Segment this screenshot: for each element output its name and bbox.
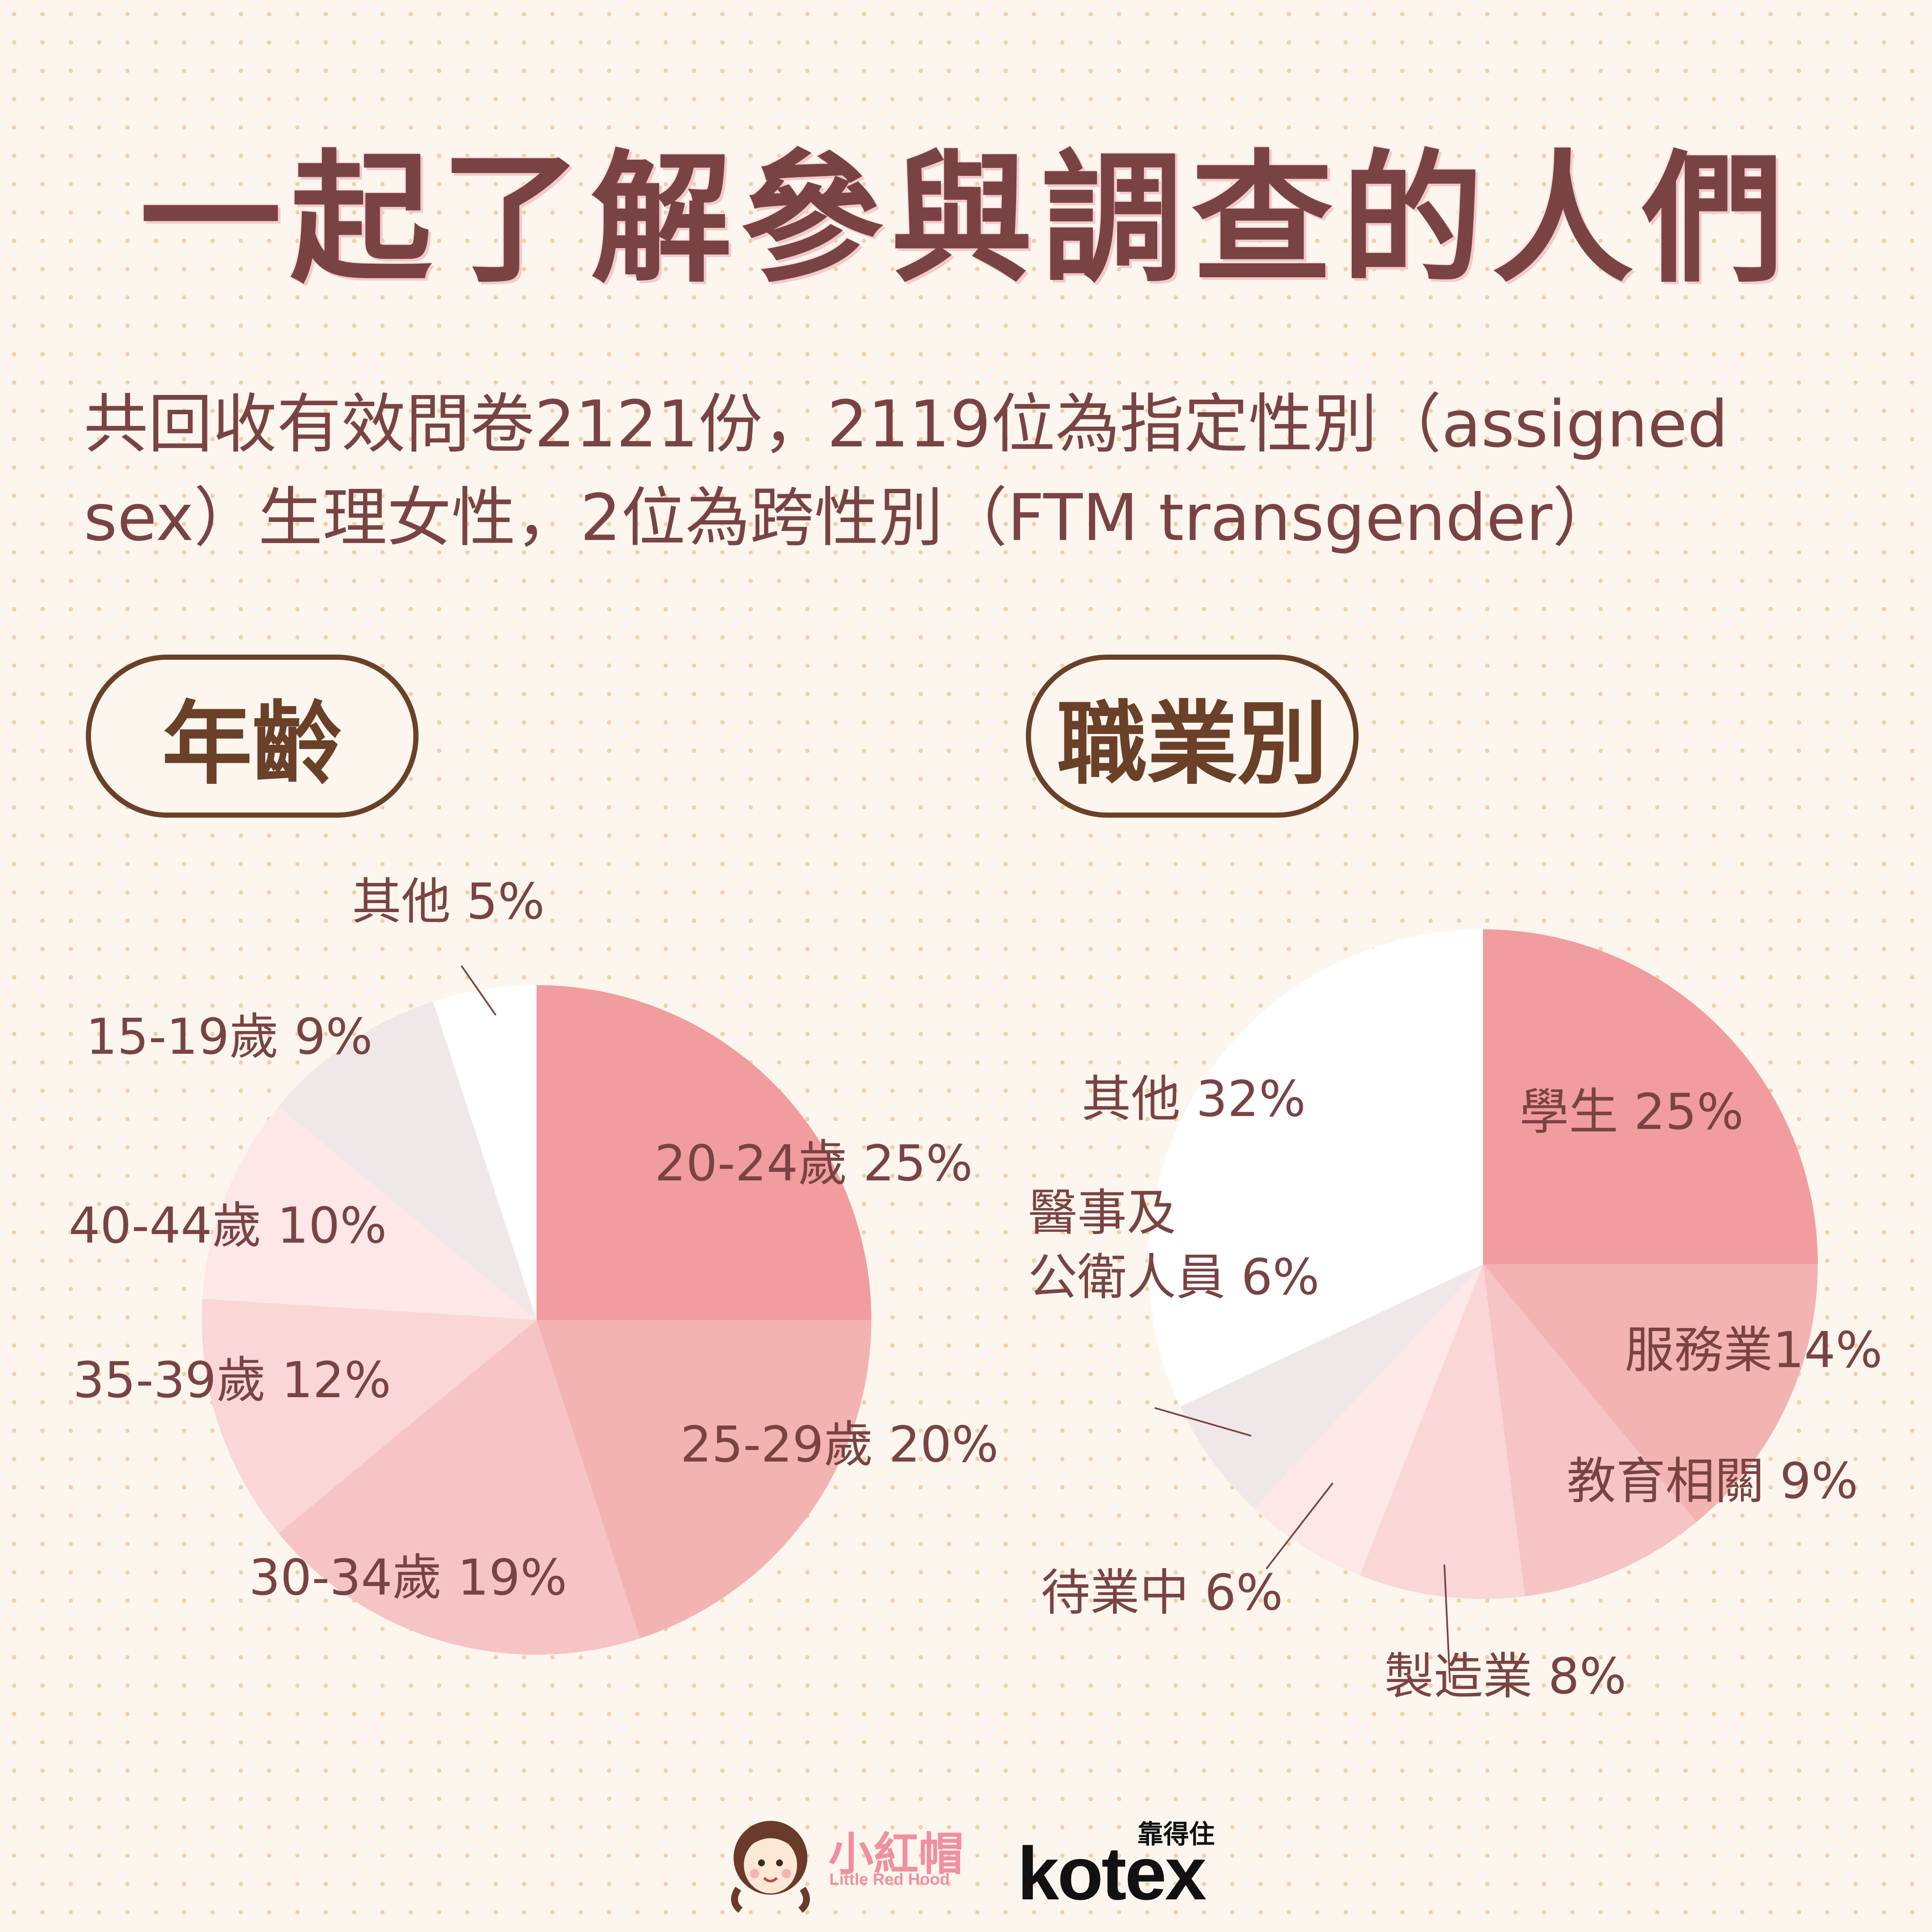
pie-1-label-2: 教育相關 9% [1567, 1453, 1858, 1510]
pie-0-slice-3 [202, 1299, 537, 1534]
pie-0-slice-4 [202, 1106, 537, 1320]
pie-1-slice-1 [1483, 1264, 1818, 1523]
pie-1-label-0: 學生 25% [1520, 1083, 1744, 1141]
pie-0-label-4: 40-44歲 10% [69, 1197, 387, 1255]
page-title: 一起了解參與調查的人們 [140, 137, 1792, 302]
pie-0-slice-6 [433, 985, 537, 1320]
intro-text: 共回收有效問卷2121份，2119位為指定性別（assigned sex）生理女… [84, 378, 1887, 565]
pie-0-leader-6 [461, 965, 497, 1016]
pie-0-slice-2 [278, 1320, 640, 1655]
pie-1-slice-4 [1254, 1264, 1483, 1576]
pie-0-slice-5 [278, 1001, 537, 1320]
pie-0-label-1: 25-29歲 20% [680, 1416, 998, 1474]
pie-0-label-2: 30-34歲 19% [249, 1549, 567, 1607]
pie-1-slice-3 [1359, 1264, 1525, 1599]
intro-line-2: sex）生理女性，2位為跨性別（FTM transgender） [84, 481, 1617, 555]
pie-1-slice-5 [1180, 1264, 1483, 1508]
pie-1-leader-5 [1154, 1407, 1252, 1437]
pie-1-slice-0 [1483, 929, 1818, 1264]
kotex-tagline: 靠得住 [1137, 1820, 1215, 1849]
little-red-hood-logo: 小紅帽 [828, 1829, 964, 1880]
logo-area: 小紅帽 Little Red Hood 靠得住 kotex [717, 1807, 1253, 1916]
pie-0-label-6: 其他 5% [352, 873, 545, 931]
job-section-label: 職業別 [1026, 655, 1359, 818]
pie-1-leader-3 [1444, 1564, 1451, 1683]
pie-0-label-3: 35-39歲 12% [73, 1352, 391, 1409]
pie-1-label-5: 醫事及公衛人員 6% [1028, 1184, 1319, 1306]
pie-0-slice-0 [537, 985, 871, 1320]
pie-1-label-4: 待業中 6% [1041, 1564, 1283, 1622]
age-section-label: 年齡 [86, 655, 419, 818]
pie-1-slice-2 [1483, 1264, 1697, 1596]
pie-1-label-6: 其他 32% [1082, 1071, 1306, 1128]
pie-0-label-0: 20-24歲 25% [655, 1135, 973, 1192]
pie-0-label-5: 15-19歲 9% [86, 1008, 373, 1066]
pie-1-slice-6 [1148, 929, 1483, 1407]
pie-1-label-3: 製造業 8% [1384, 1648, 1626, 1705]
little-red-hood-subtitle: Little Red Hood [829, 1871, 950, 1889]
pie-1-leader-4 [1265, 1482, 1334, 1570]
kotex-logo: kotex [1017, 1832, 1207, 1916]
pie-0-slice-1 [537, 1320, 871, 1638]
pie-1-label-1: 服務業14% [1625, 1322, 1883, 1379]
little-red-hood-mascot-icon [731, 1821, 810, 1913]
intro-line-1: 共回收有效問卷2121份，2119位為指定性別（assigned [84, 387, 1729, 462]
